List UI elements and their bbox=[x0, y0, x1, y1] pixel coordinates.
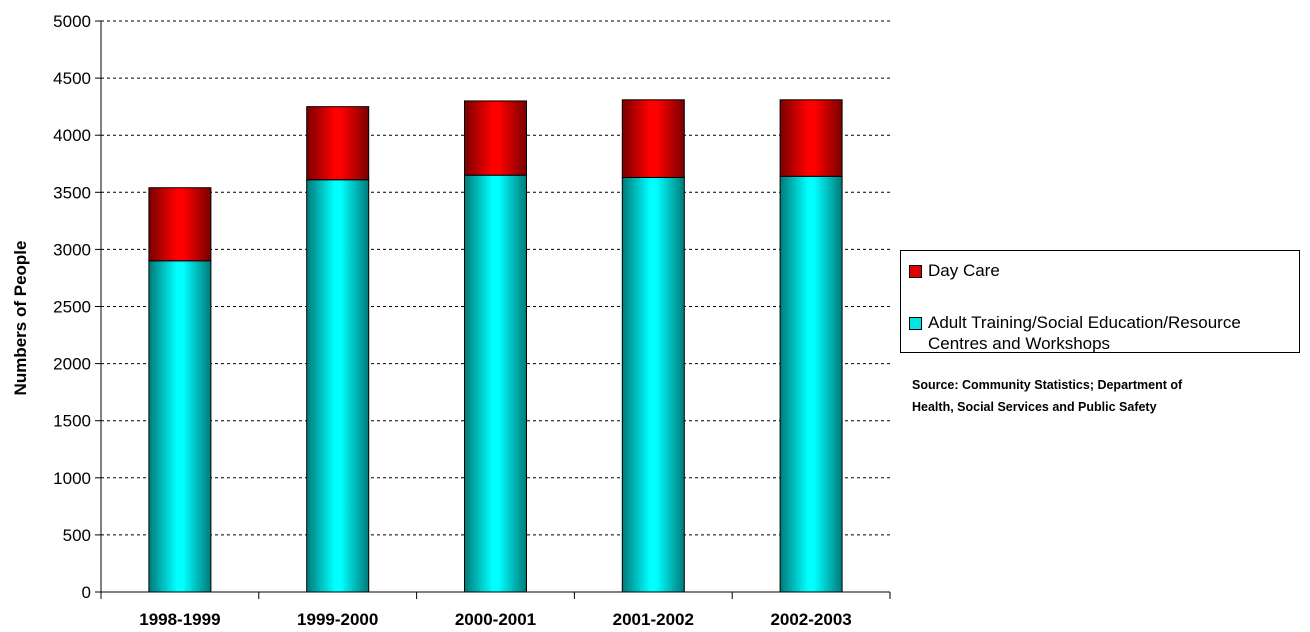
bar-day-care bbox=[621, 99, 685, 178]
bar-adult-training bbox=[779, 175, 843, 593]
bar-adult-training bbox=[148, 260, 212, 593]
y-tick-label: 2000 bbox=[53, 355, 91, 374]
x-tick-label: 1998-1999 bbox=[139, 610, 220, 629]
x-tick-label: 2001-2002 bbox=[613, 610, 694, 629]
legend: Day Care Adult Training/Social Education… bbox=[900, 250, 1300, 353]
axes bbox=[95, 20, 891, 599]
bar-adult-training bbox=[306, 179, 370, 593]
y-tick-label: 500 bbox=[63, 526, 91, 545]
y-tick-label: 1000 bbox=[53, 469, 91, 488]
source-note: Source: Community Statistics; Department… bbox=[912, 374, 1272, 418]
bar-adult-training bbox=[621, 176, 685, 593]
source-note-line2: Health, Social Services and Public Safet… bbox=[912, 400, 1157, 414]
x-tick-label: 2002-2003 bbox=[770, 610, 851, 629]
y-tick-label: 5000 bbox=[53, 12, 91, 31]
axis-labels: 0 500 1000 1500 2000 2500 3000 3500 4000 4500 5000… bbox=[53, 12, 852, 629]
x-tick-label: 1999-2000 bbox=[297, 610, 378, 629]
y-tick-label: 2500 bbox=[53, 298, 91, 317]
y-tick-label: 4500 bbox=[53, 69, 91, 88]
y-tick-label: 3500 bbox=[53, 183, 91, 202]
legend-label-day-care: Day Care bbox=[928, 261, 1000, 280]
x-tick-label: 2000-2001 bbox=[455, 610, 536, 629]
y-tick-label: 3000 bbox=[53, 240, 91, 259]
source-note-line1: Source: Community Statistics; Department… bbox=[912, 378, 1183, 392]
y-tick-label: 0 bbox=[82, 583, 91, 602]
legend-item-day-care: Day Care bbox=[909, 260, 1000, 281]
y-axis-title: Numbers of People bbox=[11, 241, 30, 396]
bar-day-care bbox=[779, 99, 843, 177]
legend-label-adult-training: Adult Training/Social Education/Resource… bbox=[928, 312, 1241, 354]
legend-label-adult-line2: Centres and Workshops bbox=[928, 334, 1111, 353]
bars bbox=[148, 99, 843, 593]
y-tick-label: 4000 bbox=[53, 126, 91, 145]
y-tick-label: 1500 bbox=[53, 412, 91, 431]
legend-swatch-day-care bbox=[909, 265, 922, 278]
legend-item-adult-training: Adult Training/Social Education/Resource… bbox=[909, 312, 1241, 354]
bar-day-care bbox=[148, 187, 212, 262]
bar-adult-training bbox=[464, 174, 527, 593]
legend-label-adult-line1: Adult Training/Social Education/Resource bbox=[928, 313, 1241, 332]
bar-day-care bbox=[464, 100, 527, 176]
legend-swatch-adult-training bbox=[909, 317, 922, 330]
bar-day-care bbox=[306, 106, 370, 181]
